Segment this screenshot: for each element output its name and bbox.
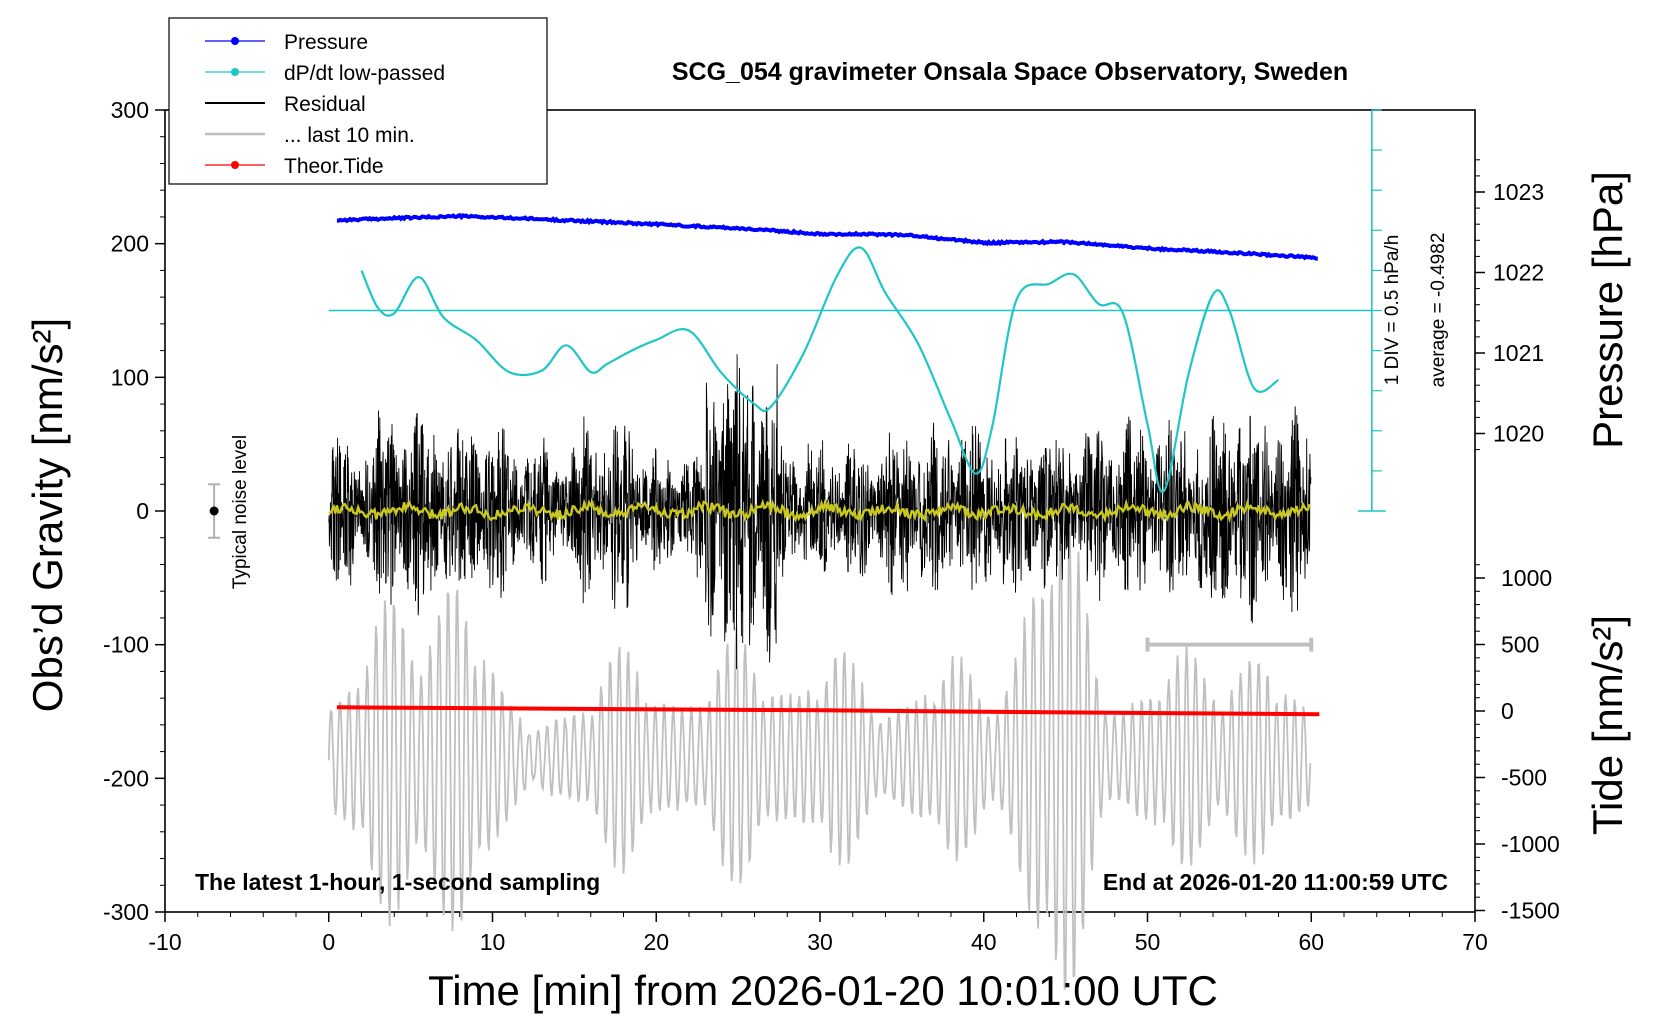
- x-tick-label: 10: [480, 929, 506, 955]
- x-tick-label: -10: [148, 929, 181, 955]
- y-tick-label-tide: -1000: [1501, 831, 1560, 857]
- dpdt-line: [360, 246, 1280, 493]
- y-axis-title-pressure: Pressure [hPa]: [1584, 171, 1631, 449]
- y-tick-label-left: 200: [111, 231, 149, 257]
- y-tick-label-left: 300: [111, 97, 149, 123]
- noise-bar-center: [209, 506, 219, 516]
- x-tick-label: 70: [1462, 929, 1488, 955]
- y-tick-label-tide: 500: [1501, 632, 1539, 658]
- annotations-layer: [208, 483, 1314, 652]
- y-tick-label-left: -200: [103, 765, 149, 791]
- y-tick-label-pressure: 1022: [1493, 260, 1544, 286]
- residual-lowpass-line: [328, 498, 1311, 524]
- dpdt-scale-label: 1 DIV = 0.5 hPa/h: [1382, 235, 1403, 386]
- legend-label: dP/dt low-passed: [284, 62, 445, 85]
- footer-right: End at 2026-01-20 11:00:59 UTC: [1103, 869, 1448, 895]
- legend-marker: [231, 161, 239, 169]
- y-tick-label-left: -100: [103, 632, 149, 658]
- y-tick-label-tide: 1000: [1501, 565, 1552, 591]
- y-axis-title-left: Obs’d Gravity [nm/s²]: [24, 318, 71, 712]
- y-tick-label-left: -300: [103, 899, 149, 925]
- y-tick-label-pressure: 1021: [1493, 340, 1544, 366]
- legend: Pressure dP/dt low-passed Residual ... last…: [168, 17, 548, 185]
- text-layer: SCG_054 gravimeter Onsala Space Observat…: [24, 58, 1631, 1014]
- noise-level-label: Typical noise level: [230, 435, 251, 589]
- x-tick-label: 0: [322, 929, 335, 955]
- legend-marker: [231, 68, 239, 76]
- y-tick-label-pressure: 1023: [1493, 179, 1544, 205]
- y-tick-label-left: 0: [136, 498, 149, 524]
- theor-tide-line: [336, 705, 1320, 717]
- y-tick-label-pressure: 1020: [1493, 421, 1544, 447]
- y-axis-title-tide: Tide [nm/s²]: [1584, 615, 1631, 835]
- plot-frame: -10 0 10 20 30 40 50 60 703002001000-100-200-300…: [103, 97, 1560, 955]
- x-tick-label: 30: [807, 929, 833, 955]
- x-tick-label: 50: [1135, 929, 1161, 955]
- y-tick-label-left: 100: [111, 364, 149, 390]
- legend-label: Residual: [284, 93, 366, 116]
- dpdt-average-label: average = -0.4982: [1428, 233, 1449, 388]
- series-layer: [327, 109, 1386, 990]
- legend-label: Theor.Tide: [284, 155, 384, 178]
- y-tick-label-tide: 0: [1501, 698, 1514, 724]
- legend-marker: [231, 37, 239, 45]
- footer-left: The latest 1-hour, 1-second sampling: [195, 869, 600, 895]
- pressure-line: [336, 212, 1318, 261]
- legend-label: ... last 10 min.: [284, 124, 415, 147]
- legend-label: Pressure: [284, 31, 368, 54]
- y-tick-label-tide: -500: [1501, 765, 1547, 791]
- x-tick-label: 20: [643, 929, 669, 955]
- last-10-min-line: [327, 516, 1312, 990]
- residual-line: [328, 354, 1312, 670]
- x-tick-label: 40: [971, 929, 997, 955]
- chart-title: SCG_054 gravimeter Onsala Space Observat…: [672, 58, 1348, 86]
- x-axis-title: Time [min] from 2026-01-20 10:01:00 UTC: [428, 967, 1218, 1014]
- legend-box: [168, 17, 548, 185]
- x-tick-label: 60: [1298, 929, 1324, 955]
- y-tick-label-tide: -1500: [1501, 898, 1560, 924]
